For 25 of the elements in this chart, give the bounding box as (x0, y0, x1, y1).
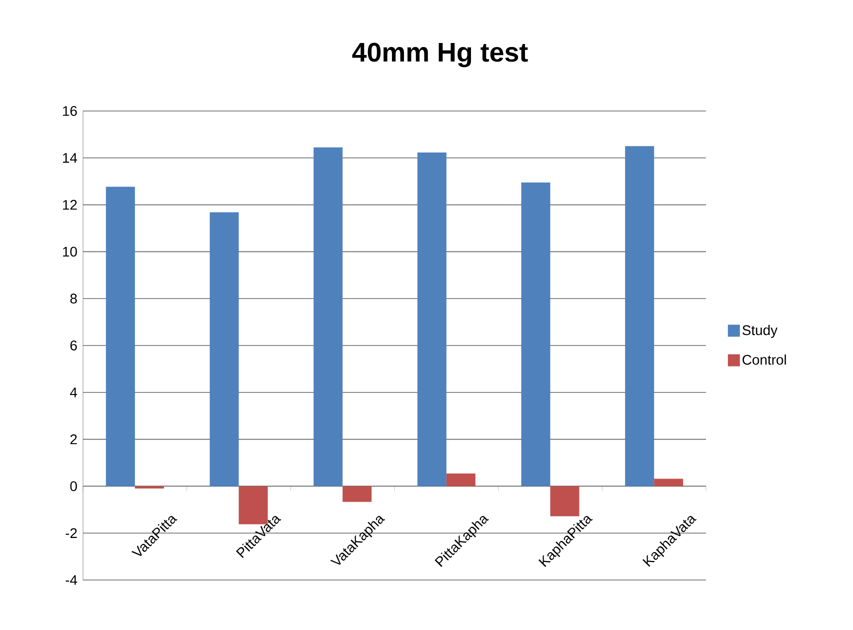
y-tick-label: -2 (66, 528, 77, 538)
bar (625, 146, 654, 486)
chart-title: 40mm Hg test (352, 42, 528, 68)
bar (106, 186, 135, 486)
y-tick-label: 16 (63, 106, 77, 116)
y-tick-label: 6 (70, 340, 77, 350)
y-tick-label: 12 (63, 200, 77, 210)
bar (550, 486, 580, 516)
y-tick-label: 14 (63, 153, 78, 163)
y-tick-label: 0 (70, 481, 77, 492)
legend-label: Control (742, 354, 786, 365)
bar (521, 182, 550, 486)
y-tick-label: 8 (70, 294, 77, 304)
y-tick-label: 4 (70, 388, 78, 398)
bar (314, 147, 343, 486)
bar (446, 474, 476, 486)
bar (417, 152, 446, 486)
y-tick-label: 10 (63, 246, 77, 257)
bar (342, 486, 372, 502)
legend-label: Study (742, 324, 778, 338)
y-tick-label: -4 (66, 575, 78, 585)
bar (210, 212, 239, 486)
y-tick-label: 2 (70, 434, 77, 444)
bar (134, 486, 164, 489)
bar (654, 478, 684, 486)
